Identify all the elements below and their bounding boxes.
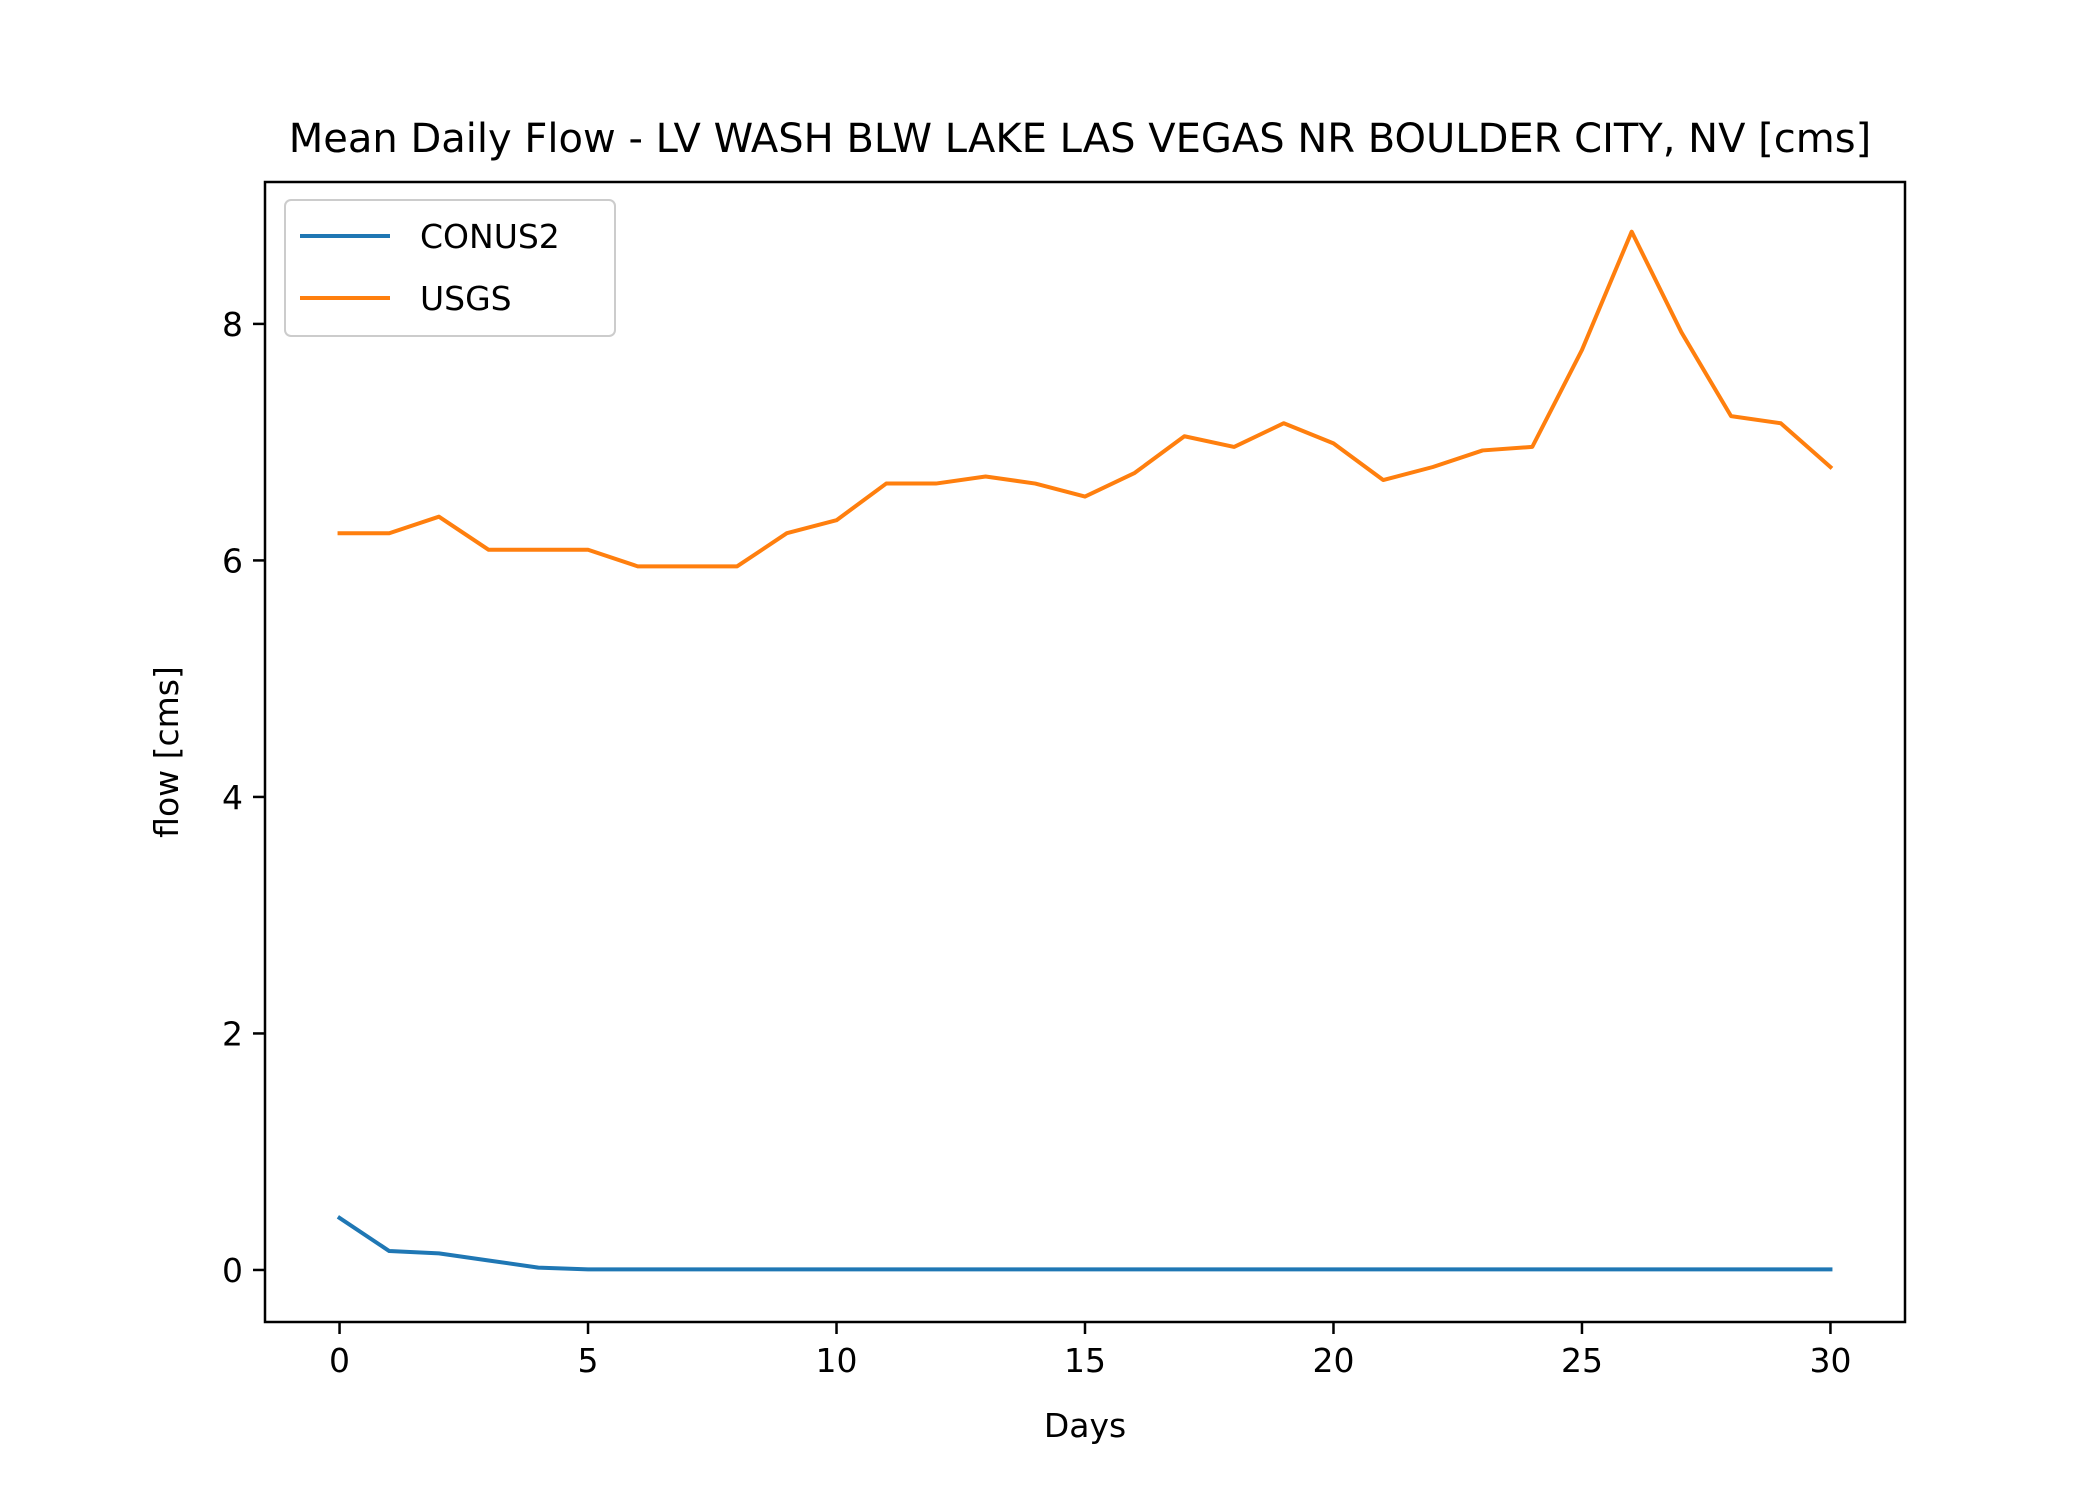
x-tick-label: 25 xyxy=(1561,1341,1603,1380)
legend-label-conus2: CONUS2 xyxy=(420,217,560,256)
legend-label-usgs: USGS xyxy=(420,279,512,318)
x-tick-label: 15 xyxy=(1064,1341,1106,1380)
x-tick-label: 10 xyxy=(816,1341,858,1380)
y-tick-label: 6 xyxy=(222,541,243,580)
x-tick-label: 30 xyxy=(1809,1341,1851,1380)
chart-title: Mean Daily Flow - LV WASH BLW LAKE LAS V… xyxy=(289,116,1871,162)
series-line-usgs xyxy=(337,229,1834,569)
x-tick-label: 5 xyxy=(578,1341,599,1380)
x-axis-ticks: 0 5 10 15 20 25 30 xyxy=(329,1322,1851,1380)
series-layer xyxy=(336,229,1834,1272)
y-tick-label: 4 xyxy=(222,778,243,817)
y-tick-label: 0 xyxy=(222,1251,243,1290)
x-tick-label: 0 xyxy=(329,1341,350,1380)
x-axis-label: Days xyxy=(1044,1406,1126,1445)
x-tick-label: 20 xyxy=(1312,1341,1354,1380)
y-axis-label: flow [cms] xyxy=(147,666,186,838)
legend: CONUS2 USGS xyxy=(284,199,616,337)
series-line-conus2 xyxy=(336,1215,1833,1272)
y-tick-label: 2 xyxy=(222,1014,243,1053)
y-tick-label: 8 xyxy=(222,305,243,344)
y-axis-ticks: 0 2 4 6 8 xyxy=(222,305,265,1290)
